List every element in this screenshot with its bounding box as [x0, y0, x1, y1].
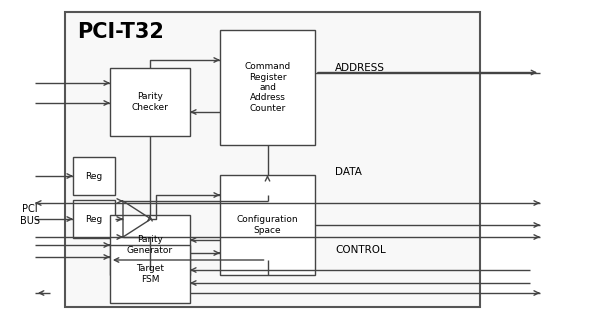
Text: DATA: DATA: [335, 167, 362, 177]
Text: Reg: Reg: [85, 214, 103, 223]
Text: PCI-T32: PCI-T32: [77, 22, 164, 42]
Text: Configuration
Space: Configuration Space: [236, 215, 298, 235]
Text: ADDRESS: ADDRESS: [335, 63, 385, 73]
Bar: [110, 215, 190, 275]
Bar: [220, 175, 315, 275]
Bar: [220, 30, 315, 145]
Text: Reg: Reg: [85, 172, 103, 181]
Text: Parity
Generator: Parity Generator: [127, 235, 173, 255]
Text: CONTROL: CONTROL: [335, 245, 386, 255]
Bar: [73, 200, 115, 238]
Text: PCI
BUS: PCI BUS: [20, 204, 40, 226]
Bar: [65, 12, 480, 307]
Text: Command
Register
and
Address
Counter: Command Register and Address Counter: [244, 62, 290, 113]
Text: Parity
Checker: Parity Checker: [131, 92, 169, 112]
Bar: [110, 245, 190, 303]
Text: Target
FSM: Target FSM: [136, 264, 164, 284]
Bar: [110, 68, 190, 136]
Bar: [73, 157, 115, 195]
